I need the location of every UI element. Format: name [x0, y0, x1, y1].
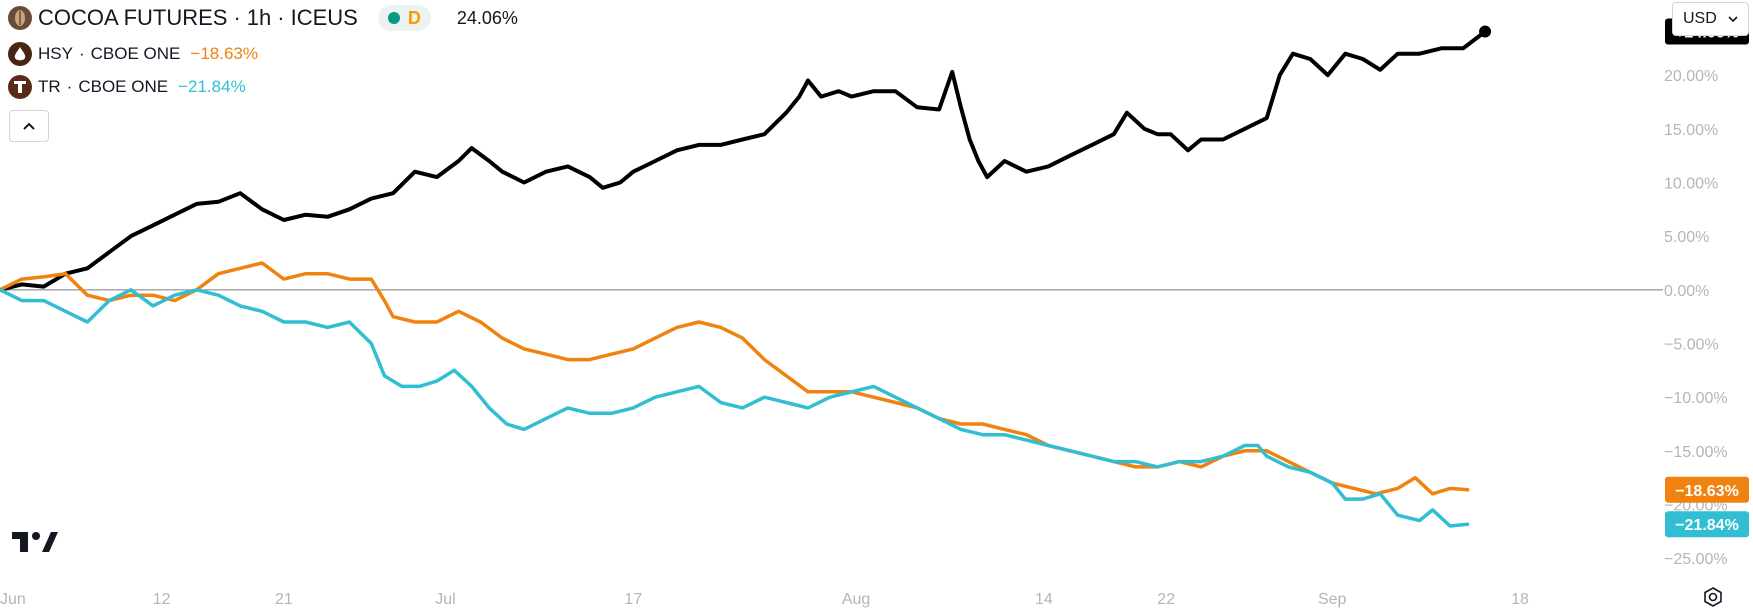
hsy-exchange: CBOE ONE: [90, 44, 181, 63]
tr-exchange: CBOE ONE: [78, 77, 169, 96]
y-tick-label: 10.00%: [1664, 175, 1718, 192]
x-axis: Jun 12 21 Jul 17 Aug 14 22 Sep 18: [0, 591, 1529, 608]
chevron-down-icon: [1728, 16, 1738, 23]
legend-main[interactable]: COCOA FUTURES · 1h · ICEUS D 24.06%: [8, 4, 518, 32]
main-change: 24.06%: [456, 7, 518, 28]
hsy-symbol: HSY: [38, 44, 73, 63]
last-value-label-text: −21.84%: [1675, 517, 1739, 534]
series-line-hsy: [0, 261, 1470, 496]
y-tick-label: −15.00%: [1664, 444, 1728, 461]
main-symbol: COCOA FUTURES: [38, 5, 228, 30]
y-axis: 20.00% 15.00% 10.00% 5.00% 0.00% −5.00% −10.00…: [1664, 68, 1728, 568]
x-tick-label: 14: [1035, 591, 1053, 608]
market-open-dot-icon: [387, 12, 400, 24]
x-tick-label: Aug: [842, 591, 870, 608]
main-interval: 1h: [246, 5, 272, 30]
x-tick-label: Jun: [0, 591, 26, 608]
collapse-legend-button[interactable]: [9, 110, 49, 142]
x-tick-label: 22: [1157, 591, 1175, 608]
chevron-up-icon: [23, 122, 35, 130]
title-separator: ·: [277, 5, 285, 30]
x-tick-label: Sep: [1318, 591, 1347, 608]
last-value-label-text: −18.63%: [1675, 483, 1739, 500]
last-value-label: −21.84%: [1665, 511, 1749, 538]
title-separator: ·: [233, 5, 241, 30]
currency-label: USD: [1683, 10, 1717, 27]
last-value-label-bg: [1665, 476, 1749, 503]
x-tick-label: 21: [275, 591, 293, 608]
x-tick-label: Jul: [435, 591, 455, 608]
x-tick-label: 12: [153, 591, 171, 608]
y-tick-label: 0.00%: [1664, 283, 1709, 300]
tr-change: −21.84%: [178, 77, 246, 96]
tr-symbol: TR: [38, 77, 61, 96]
settings-button[interactable]: [1700, 584, 1726, 610]
x-tick-label: 18: [1511, 591, 1529, 608]
series-line-tr: [0, 288, 1470, 528]
tr-logo-icon: [8, 75, 32, 99]
cocoa-bean-icon: [8, 6, 32, 30]
tradingview-logo-icon[interactable]: [12, 530, 58, 559]
y-tick-label: −5.00%: [1664, 336, 1719, 353]
legend-tr[interactable]: TR · CBOE ONE −21.84%: [8, 73, 246, 101]
currency-select[interactable]: USD: [1672, 2, 1749, 36]
legend-separator: ·: [78, 44, 85, 63]
legend-hsy[interactable]: HSY · CBOE ONE −18.63%: [8, 40, 258, 68]
delayed-badge: D: [407, 7, 421, 28]
last-value-label: −18.63%: [1665, 476, 1749, 503]
hsy-logo-icon: [8, 42, 32, 66]
legend-separator: ·: [66, 77, 73, 96]
series-layer: [0, 25, 1492, 528]
y-tick-label: 20.00%: [1664, 68, 1718, 85]
last-value-label-bg: [1665, 511, 1749, 538]
hsy-change: −18.63%: [190, 44, 258, 63]
settings-icon: [1704, 587, 1722, 607]
series-line-cocoa-futures: [0, 29, 1488, 292]
y-tick-label: −25.00%: [1664, 551, 1728, 568]
market-status-badge[interactable]: D: [377, 5, 431, 31]
main-exchange: ICEUS: [290, 5, 358, 30]
y-tick-label: 15.00%: [1664, 122, 1718, 139]
last-point-marker: [1479, 25, 1492, 38]
x-tick-label: 17: [624, 591, 642, 608]
y-tick-label: −10.00%: [1664, 390, 1728, 407]
y-tick-label: 5.00%: [1664, 229, 1709, 246]
